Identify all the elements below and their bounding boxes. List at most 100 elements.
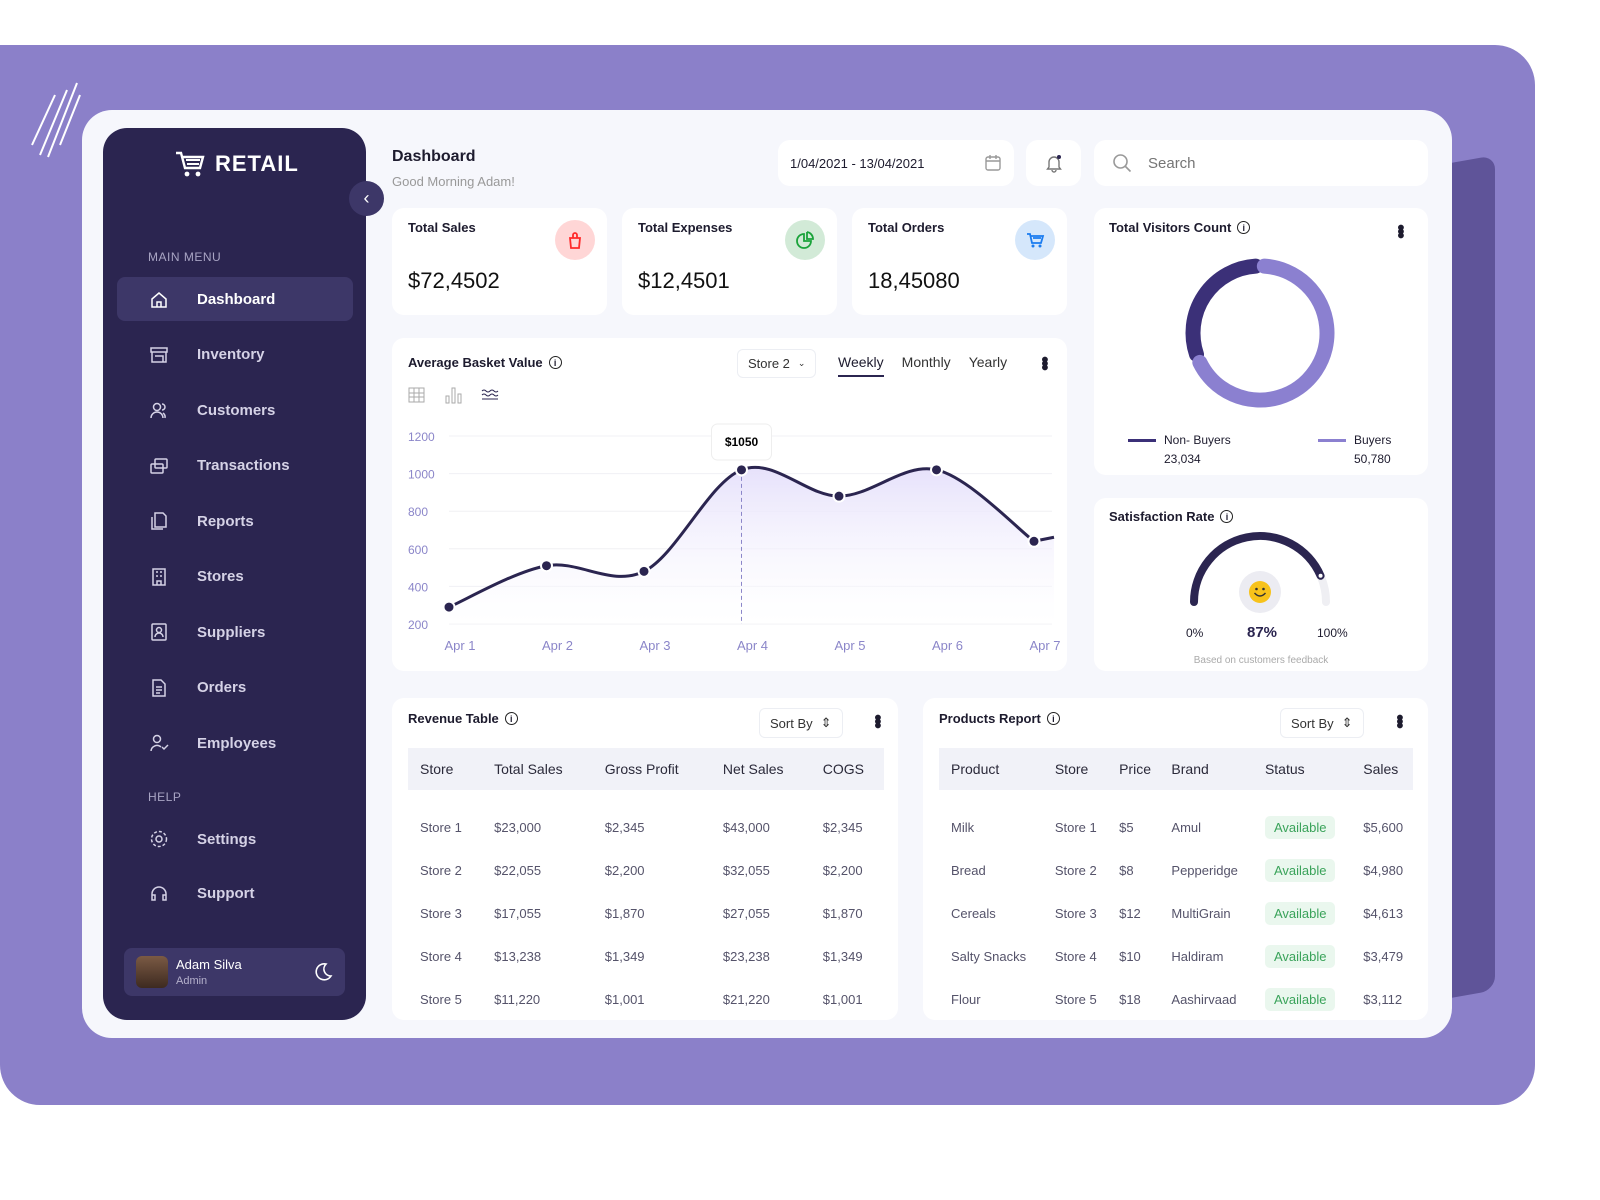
table-cell: $2,345 xyxy=(822,820,863,835)
sidebar-item-orders[interactable]: Orders xyxy=(117,666,353,710)
gauge-note: Based on customers feedback xyxy=(1193,655,1329,666)
sidebar-item-label: Reports xyxy=(197,512,254,530)
sidebar-item-label: Stores xyxy=(197,568,244,585)
sidebar-item-inventory[interactable]: Inventory xyxy=(117,333,353,377)
column-header[interactable]: Total Sales xyxy=(482,748,593,790)
collapse-sidebar-button[interactable]: ‹ xyxy=(349,181,384,216)
table-cell: $21,220 xyxy=(722,992,770,1007)
table-cell: $2,200 xyxy=(822,863,863,878)
data-point[interactable] xyxy=(1027,534,1041,548)
table-cell: $8 xyxy=(1119,863,1134,878)
table-cell: $10 xyxy=(1119,949,1141,964)
sidebar-item-stores[interactable]: Stores xyxy=(117,555,353,599)
data-point[interactable] xyxy=(735,463,748,477)
donut-segment-non-buyers[interactable] xyxy=(1185,258,1264,362)
column-header[interactable]: Product xyxy=(939,748,1043,790)
sidebar-item-customers[interactable]: Customers xyxy=(117,388,353,432)
column-header[interactable]: Store xyxy=(408,748,483,790)
search-input[interactable] xyxy=(1148,154,1368,172)
legend-value: 23,034 xyxy=(1164,452,1201,466)
table-cell: $5,600 xyxy=(1363,820,1404,835)
legend-value: 50,780 xyxy=(1354,452,1391,466)
column-header[interactable]: Sales xyxy=(1351,748,1413,790)
data-point[interactable] xyxy=(637,564,651,578)
date-range-picker[interactable]: 1/04/2021 - 13/04/2021 xyxy=(778,140,1014,186)
gauge-fill xyxy=(1190,532,1325,606)
cart-icon xyxy=(1015,220,1055,260)
more-options-icon[interactable]: ••• xyxy=(1033,356,1055,369)
data-point[interactable] xyxy=(832,489,846,503)
sort-by-button[interactable]: Sort By ⇕ xyxy=(759,708,843,738)
column-header[interactable]: Net Sales xyxy=(710,748,811,790)
kpi-title: Total Expenses xyxy=(638,220,733,235)
sidebar-item-label: Orders xyxy=(197,679,247,696)
chevron-down-icon: ⌄ xyxy=(797,358,806,368)
more-options-icon[interactable]: ••• xyxy=(1388,714,1410,727)
sidebar-item-transactions[interactable]: Transactions xyxy=(117,444,353,488)
more-options-icon[interactable]: ••• xyxy=(866,714,888,727)
table-row: Salty Snacks Store 4 $10 Haldiram Available $… xyxy=(939,935,1413,978)
sort-label: Sort By xyxy=(770,715,813,731)
more-options-icon[interactable]: ••• xyxy=(1389,224,1411,237)
sidebar-item-employees[interactable]: Employees xyxy=(117,721,353,765)
shopping-bag-icon xyxy=(555,220,595,260)
bar-chart-icon[interactable] xyxy=(445,387,462,404)
column-header[interactable]: Status xyxy=(1252,748,1352,790)
x-tick-label: Apr 6 xyxy=(932,638,963,653)
info-icon[interactable]: i xyxy=(548,356,562,369)
info-icon[interactable]: i xyxy=(1237,221,1251,234)
grid-view-icon[interactable] xyxy=(408,387,425,403)
sidebar-item-reports[interactable]: Reports xyxy=(117,499,353,543)
moon-icon[interactable] xyxy=(313,962,333,982)
reports-icon xyxy=(151,512,167,530)
tooltip xyxy=(711,423,772,461)
donut-segment-buyers[interactable] xyxy=(1192,258,1335,408)
table-cell: $4,980 xyxy=(1363,863,1404,878)
column-header[interactable]: Store xyxy=(1042,748,1108,790)
status-badge: Available xyxy=(1264,859,1336,882)
status-cell: Available xyxy=(1253,978,1351,1021)
column-header[interactable]: Brand xyxy=(1159,748,1253,790)
tab-yearly[interactable]: Yearly xyxy=(968,354,1008,370)
sidebar-item-settings[interactable]: Settings xyxy=(117,817,353,861)
sidebar-item-suppliers[interactable]: Suppliers xyxy=(117,610,353,654)
sidebar-item-support[interactable]: Support xyxy=(117,871,353,915)
revenue-card: Revenue Table i Sort By ⇕ ••• Store Total S… xyxy=(392,698,898,1020)
sidebar-item-label: Inventory xyxy=(197,346,265,363)
greeting: Good Morning Adam! xyxy=(392,174,515,189)
column-header[interactable]: Gross Profit xyxy=(592,748,711,790)
column-header[interactable]: COGS xyxy=(810,748,884,790)
sort-icon: ⇕ xyxy=(820,715,832,730)
sidebar-item-dashboard[interactable]: Dashboard xyxy=(117,277,353,321)
notifications-button[interactable] xyxy=(1026,140,1081,186)
tab-weekly[interactable]: Weekly xyxy=(838,354,884,377)
sort-by-button[interactable]: Sort By ⇕ xyxy=(1280,708,1364,738)
store-select[interactable]: Store 2 ⌄ xyxy=(737,349,817,378)
kpi-value: $72,4502 xyxy=(408,268,500,293)
table-cell: $2,345 xyxy=(604,820,645,835)
table-row: Store 3 $17,055 $1,870 $27,055 $1,870 xyxy=(408,892,884,935)
store-icon xyxy=(150,346,168,363)
kpi-card-total-sales: Total Sales $72,4502 xyxy=(392,208,607,315)
tab-monthly[interactable]: Monthly xyxy=(901,354,951,370)
search-icon xyxy=(1113,154,1132,173)
wave-lines-icon[interactable] xyxy=(481,389,499,400)
card-title: Revenue Table xyxy=(408,711,499,726)
search-box[interactable] xyxy=(1094,140,1428,186)
avatar xyxy=(136,956,168,988)
data-point[interactable] xyxy=(930,463,943,477)
status-cell: Available xyxy=(1253,935,1351,978)
table-cell: $1,349 xyxy=(822,949,863,964)
sidebar-item-label: Employees xyxy=(197,734,277,752)
info-icon[interactable]: i xyxy=(504,712,518,725)
legend-buyers: Buyers 50,780 xyxy=(1318,433,1391,466)
info-icon[interactable]: i xyxy=(1046,712,1060,725)
user-profile[interactable]: Adam Silva Admin xyxy=(124,948,345,996)
data-point[interactable] xyxy=(442,600,456,614)
table-cell: Haldiram xyxy=(1171,949,1224,964)
gear-icon xyxy=(150,830,168,848)
info-icon[interactable]: i xyxy=(1220,510,1234,523)
y-tick-label: 200 xyxy=(408,618,428,632)
column-header[interactable]: Price xyxy=(1107,748,1160,790)
data-point[interactable] xyxy=(540,559,553,573)
